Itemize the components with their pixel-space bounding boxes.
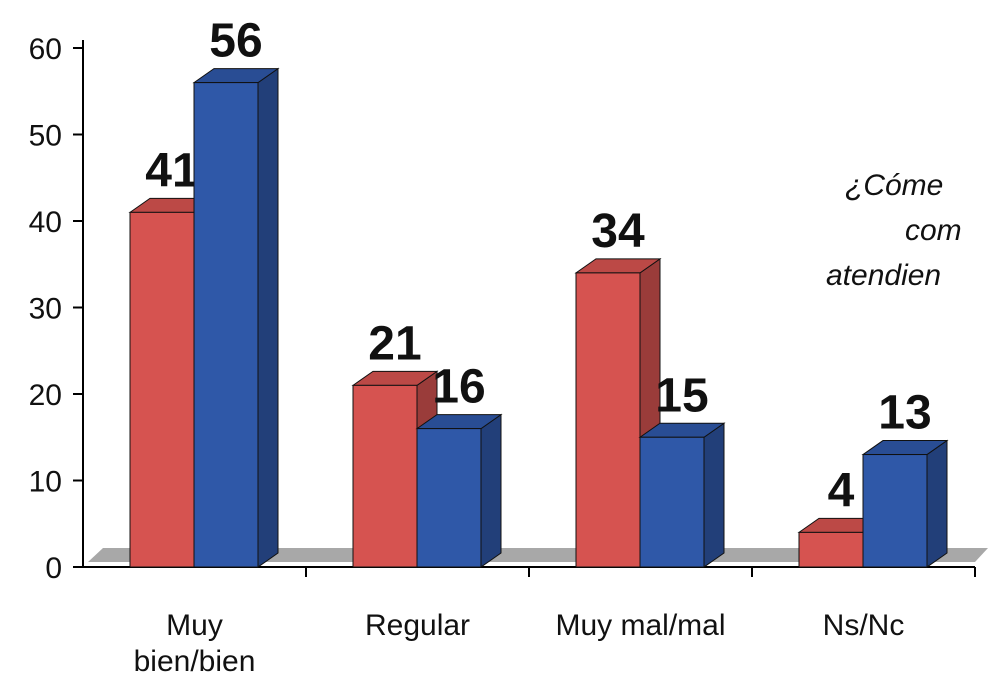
floor [88,548,988,562]
bar-side [480,413,502,568]
bar [416,428,482,568]
y-tick-label: 10 [29,466,62,499]
bar [575,272,641,568]
data-label: 16 [432,361,485,414]
x-tick-label: Muy mal/mal [555,609,726,642]
bar [798,531,864,568]
data-label: 41 [145,144,198,197]
bar [352,384,418,568]
y-tick-label: 30 [29,293,62,326]
bar-side [703,422,725,568]
y-tick-label: 50 [29,120,62,153]
y-tick-label: 0 [45,552,62,585]
data-label: 56 [209,15,262,68]
data-label: 34 [591,205,645,258]
y-tick-label: 40 [29,206,62,239]
bar [862,454,928,568]
bar-side [926,439,948,568]
y-tick-label: 60 [29,33,62,66]
x-tick-label: Regular [364,609,471,642]
bar [193,82,259,568]
data-label: 13 [878,387,931,440]
data-label: 4 [828,464,855,517]
data-label: 21 [368,317,421,370]
bar-side [257,67,279,568]
annotation: ¿Cóme [845,169,943,202]
data-label: 15 [655,369,708,422]
annotation: atendien [826,259,941,292]
x-tick-label: Ns/Nc [822,609,905,642]
y-tick-label: 20 [29,379,62,412]
bar [129,211,195,568]
annotation: com [905,214,962,247]
x-tick-label: Muy bien/bien [133,609,256,678]
bar [639,436,705,568]
